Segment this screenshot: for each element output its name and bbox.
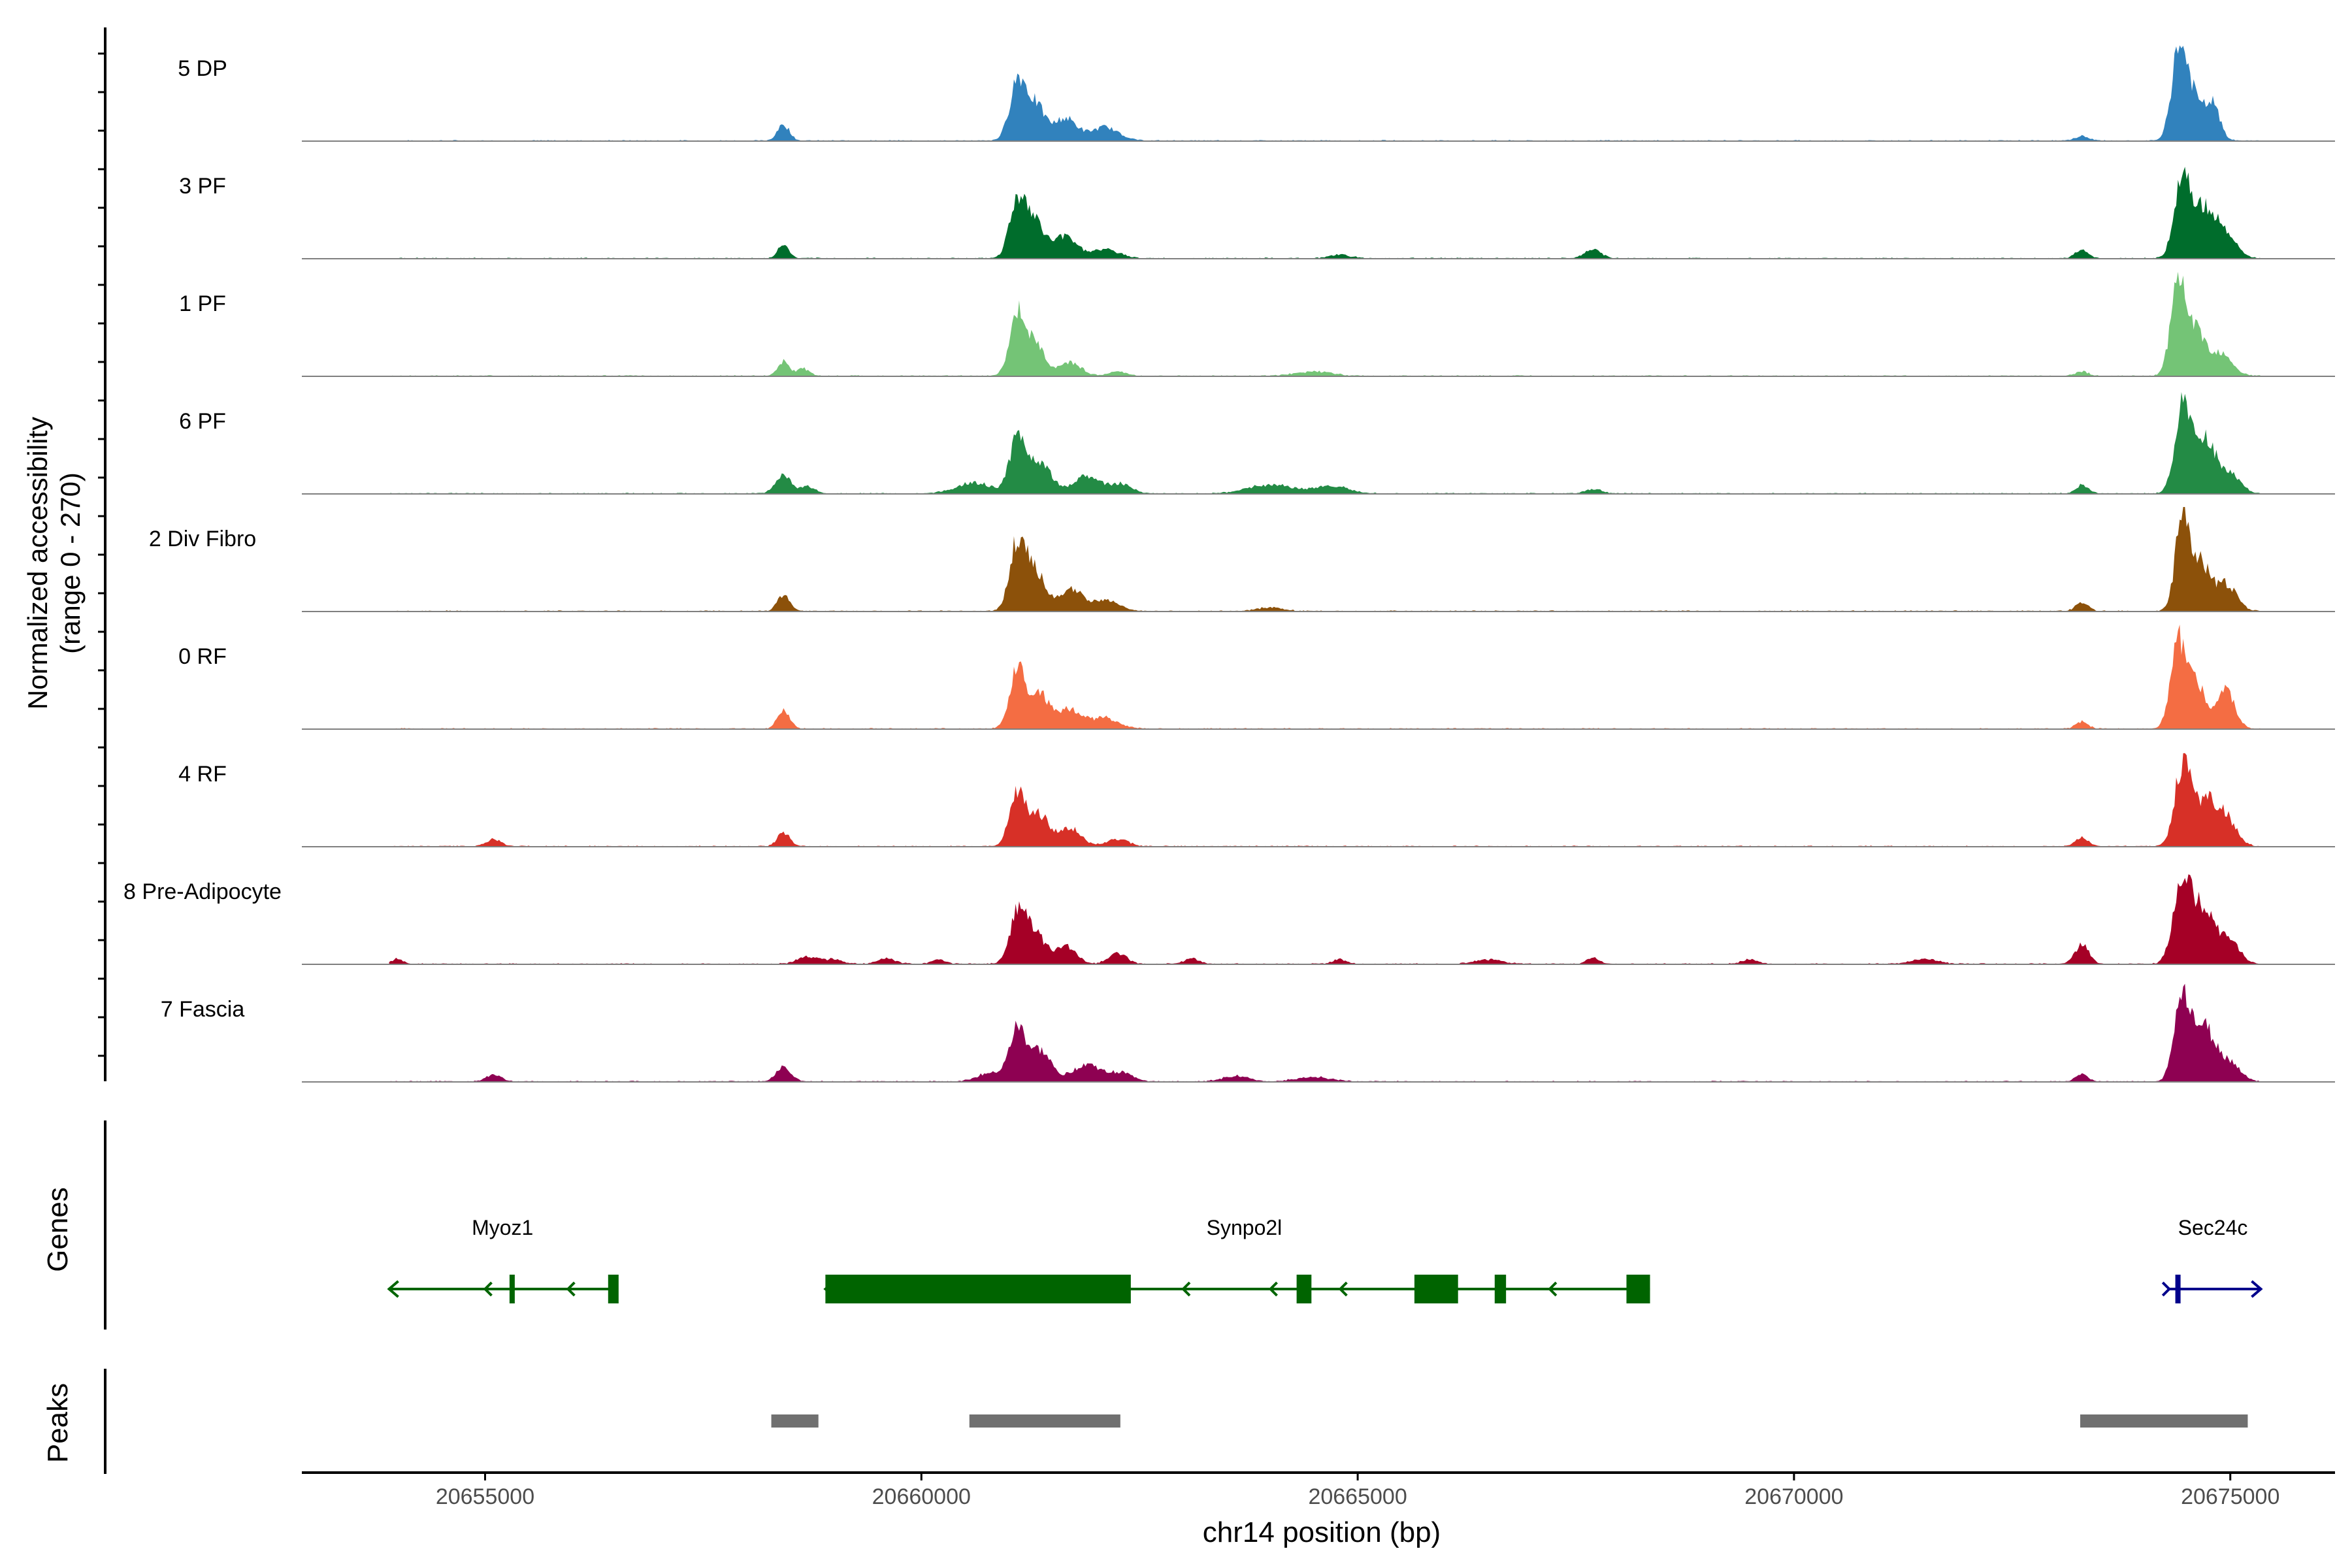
gene-exon	[509, 1275, 515, 1303]
track-3-pf: 3 PF	[179, 167, 2335, 259]
gene-exon	[825, 1275, 1131, 1303]
strand-chevron	[483, 1281, 493, 1297]
gene-exon	[1414, 1275, 1458, 1303]
strand-chevron	[2161, 1281, 2172, 1297]
coverage-area-4	[389, 507, 2261, 612]
genes-track: Myoz1 Synpo2l Sec24c	[104, 1120, 2263, 1330]
peaks-track-label: Peaks	[42, 1383, 74, 1463]
coverage-area-0	[389, 45, 2261, 142]
strand-arrow	[823, 1280, 836, 1298]
track-label: 8 Pre-Adipocyte	[123, 879, 282, 904]
gene-exon	[1626, 1275, 1650, 1303]
x-tick-label: 20670000	[1744, 1484, 1843, 1509]
x-axis-title: chr14 position (bp)	[1203, 1516, 1441, 1548]
track-label: 7 Fascia	[161, 997, 245, 1022]
track-4-rf: 4 RF	[178, 753, 2335, 847]
coverage-area-7	[389, 874, 2261, 964]
gene-exon	[1494, 1275, 1507, 1303]
strand-arrow	[387, 1280, 399, 1298]
y-axis-subtitle: (range 0 - 270)	[55, 472, 86, 654]
strand-chevron	[566, 1281, 576, 1297]
x-tick-label: 20655000	[436, 1484, 534, 1509]
coverage-tracks: 5 DP 3 PF 1 PF 6 PF 2 Div Fibro 0 RF 4 RF 8 Pre…	[123, 45, 2335, 1083]
track-label: 3 PF	[179, 174, 226, 199]
x-tick-label: 20660000	[872, 1484, 971, 1509]
track-7-fascia: 7 Fascia	[161, 983, 2335, 1083]
gene-myoz1: Myoz1	[387, 1216, 619, 1303]
track-2-div-fibro: 2 Div Fibro	[149, 507, 2335, 612]
strand-chevron	[1181, 1281, 1191, 1297]
coverage-area-3	[389, 392, 2261, 494]
coverage-area-6	[389, 753, 2261, 847]
track-1-pf: 1 PF	[179, 272, 2335, 377]
coverage-area-2	[389, 272, 2261, 376]
x-tick-label: 20675000	[2181, 1484, 2279, 1509]
gene-exon	[608, 1275, 619, 1303]
strand-chevron	[1338, 1281, 1348, 1297]
gene-label: Myoz1	[472, 1216, 533, 1239]
track-label: 6 PF	[179, 409, 226, 434]
strand-arrow	[2251, 1280, 2263, 1298]
genes-track-label: Genes	[42, 1187, 74, 1272]
peak-region	[771, 1414, 819, 1428]
track-label: 5 DP	[178, 56, 227, 81]
strand-chevron	[1548, 1281, 1558, 1297]
coverage-y-axis	[98, 27, 106, 1081]
track-0-rf: 0 RF	[178, 625, 2335, 730]
track-6-pf: 6 PF	[179, 392, 2335, 495]
track-label: 4 RF	[178, 762, 227, 787]
coverage-area-1	[389, 167, 2261, 259]
gene-label: Sec24c	[2178, 1216, 2248, 1239]
gene-synpo2l: Synpo2l	[823, 1216, 1650, 1303]
gene-label: Synpo2l	[1207, 1216, 1282, 1239]
track-label: 0 RF	[178, 644, 227, 669]
peak-region	[2080, 1414, 2248, 1428]
gene-sec24c: Sec24c	[2161, 1216, 2263, 1303]
track-label: 1 PF	[179, 291, 226, 316]
x-axis: 20655000 20660000 20665000 20670000 20675000	[302, 1471, 2335, 1509]
gene-exon	[1296, 1275, 1312, 1303]
x-tick-label: 20665000	[1308, 1484, 1407, 1509]
gene-exon	[2175, 1275, 2181, 1303]
strand-chevron	[1268, 1281, 1278, 1297]
y-axis-title: Normalized accessibility	[22, 417, 53, 710]
coverage-area-8	[389, 983, 2261, 1082]
track-5-dp: 5 DP	[178, 45, 2335, 142]
track-label: 2 Div Fibro	[149, 527, 256, 551]
peak-region	[969, 1414, 1120, 1428]
peaks-track	[104, 1369, 2248, 1474]
track-8-pre-adipocyte: 8 Pre-Adipocyte	[123, 874, 2335, 965]
coverage-area-5	[389, 625, 2261, 729]
